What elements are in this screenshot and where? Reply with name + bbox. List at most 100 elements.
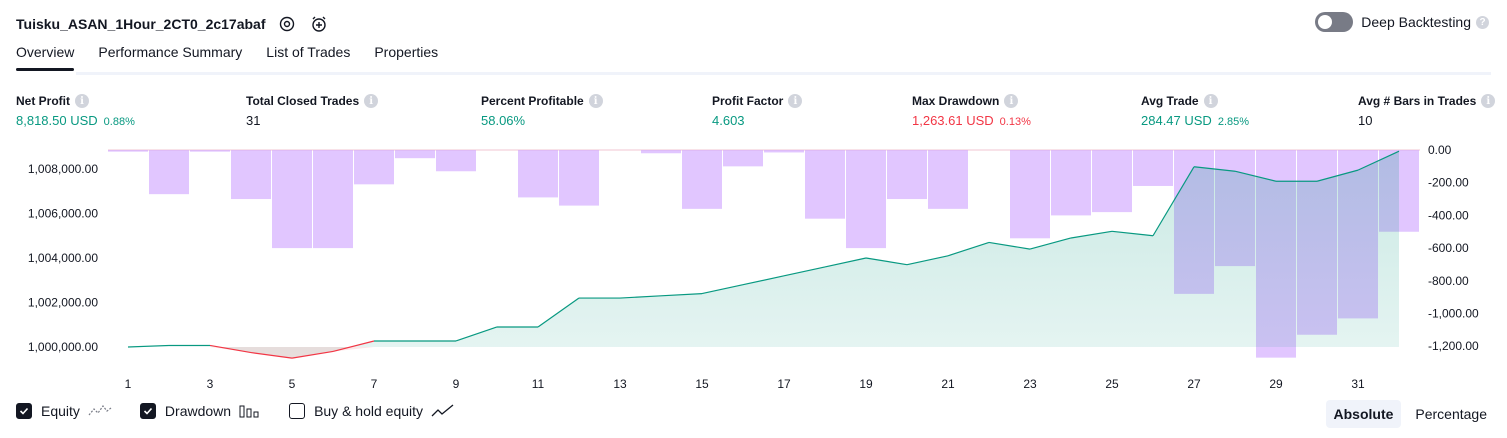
info-icon[interactable]: i: [364, 94, 379, 108]
metric-label: Max Drawdown: [912, 94, 1000, 108]
info-icon[interactable]: i: [788, 94, 803, 108]
equity-label: Equity: [41, 403, 80, 419]
equity-line-segment: [455, 326, 498, 342]
drawdown-bar: [764, 150, 804, 153]
strategy-header: Tuisku_ASAN_1Hour_2CT0_2c17abaf: [16, 12, 330, 36]
left-tick-label: 1,004,000.00: [28, 251, 98, 265]
drawdown-bar: [149, 150, 189, 195]
metric-profit-factor: Profit Factor i 4.603: [712, 93, 803, 128]
buy-hold-toggle[interactable]: Buy & hold equity: [289, 403, 455, 419]
equity-line-segment: [250, 351, 293, 359]
equity-line-segment: [1193, 166, 1236, 172]
x-tick-label: 29: [1269, 377, 1283, 391]
equity-line-segment: [1234, 170, 1277, 182]
equity-line-segment: [947, 241, 990, 257]
metric-net-profit: Net Profit i 8,818.50 USD 0.88%: [16, 93, 135, 128]
drawdown-bar: [887, 150, 927, 200]
equity-line-segment: [1152, 166, 1195, 237]
drawdown-bar: [518, 150, 558, 198]
checkbox-checked-icon[interactable]: [139, 403, 156, 419]
info-icon[interactable]: i: [1481, 94, 1496, 108]
equity-line-segment: [209, 344, 252, 354]
drawdown-bar: [723, 150, 763, 167]
metric-avg-trade: Avg Trade i 284.47 USD 2.85%: [1141, 93, 1249, 128]
drawdown-bar: [559, 150, 599, 206]
drawdown-bar: [108, 150, 148, 152]
metric-value: 4.603: [712, 113, 745, 128]
x-tick-label: 15: [695, 377, 709, 391]
tab-properties[interactable]: Properties: [374, 44, 439, 60]
drawdown-bar: [846, 150, 886, 249]
info-icon[interactable]: i: [588, 94, 603, 108]
equity-line-segment: [988, 241, 1031, 250]
equity-drawdown-chart[interactable]: 1,000,000.00 1,002,000.00 1,004,000.00 1,00…: [0, 140, 1507, 400]
buy-hold-line-icon: [431, 404, 455, 418]
info-icon[interactable]: i: [1004, 94, 1019, 108]
x-axis: 1 3 5 7 9 11 13 15 17 19 21 23 25 27 29 31: [125, 377, 1365, 391]
equity-line-segment: [660, 293, 703, 297]
x-tick-label: 17: [777, 377, 791, 391]
equity-toggle[interactable]: Equity: [16, 403, 112, 419]
x-tick-label: 1: [125, 377, 132, 391]
mode-percentage[interactable]: Percentage: [1415, 406, 1487, 422]
equity-line-segment: [1316, 169, 1359, 182]
x-tick-label: 23: [1023, 377, 1037, 391]
tab-overview[interactable]: Overview: [16, 44, 75, 71]
equity-area: [127, 150, 1400, 359]
drawdown-bar: [805, 150, 845, 219]
metric-label: Avg # Bars in Trades: [1358, 94, 1477, 108]
deep-backtesting: Deep Backtesting ?: [1315, 12, 1489, 32]
drawdown-bar: [313, 150, 353, 249]
right-tick-label: -1,000.00: [1428, 307, 1479, 321]
equity-line-segment: [332, 340, 375, 353]
metric-percent: 2.85%: [1217, 116, 1250, 128]
checkbox-checked-icon[interactable]: [16, 403, 32, 419]
equity-line-segment: [537, 297, 580, 328]
x-tick-label: 11: [532, 377, 545, 391]
drawdown-bar: [928, 150, 968, 209]
metric-value: 284.47 USD: [1141, 113, 1212, 128]
metric-value: 31: [246, 113, 261, 128]
equity-line-segment: [783, 266, 826, 277]
drawdown-bar: [1051, 150, 1091, 216]
equity-line-segment: [906, 255, 949, 266]
checkbox-unchecked-icon[interactable]: [289, 403, 306, 419]
drawdown-bar: [1133, 150, 1173, 186]
metric-value: 8,818.50 USD: [16, 113, 98, 128]
drawdown-label: Drawdown: [164, 403, 232, 419]
tab-divider: [76, 72, 1491, 75]
x-tick-label: 3: [207, 377, 214, 391]
right-tick-label: -800.00: [1428, 274, 1469, 288]
deep-backtesting-toggle[interactable]: [1315, 12, 1354, 32]
add-alert-icon[interactable]: [308, 13, 330, 35]
help-icon[interactable]: ?: [1476, 15, 1489, 29]
equity-line-segment: [1029, 237, 1072, 250]
metric-label: Avg Trade: [1141, 94, 1199, 108]
drawdown-bar: [1010, 150, 1050, 239]
right-tick-label: -400.00: [1428, 208, 1469, 222]
left-tick-label: 1,008,000.00: [28, 162, 98, 176]
info-icon[interactable]: i: [75, 94, 89, 108]
metric-avg-bars-in-trades: Avg # Bars in Trades i 10: [1358, 93, 1496, 128]
metric-total-closed-trades: Total Closed Trades i 31: [246, 93, 379, 128]
drawdown-bar: [231, 150, 271, 200]
equity-fill: [128, 151, 1399, 359]
tab-list-of-trades[interactable]: List of Trades: [266, 44, 351, 60]
metric-value: 1,263.61 USD: [912, 113, 994, 128]
tab-performance-summary[interactable]: Performance Summary: [98, 44, 243, 60]
metric-percent: 0.13%: [999, 116, 1031, 128]
metric-value: 10: [1358, 113, 1373, 128]
drawdown-bar: [436, 150, 476, 172]
drawdown-toggle[interactable]: Drawdown: [139, 403, 261, 419]
x-tick-label: 27: [1187, 377, 1201, 391]
buy-hold-label: Buy & hold equity: [314, 403, 424, 419]
equity-line-segment: [742, 275, 785, 286]
left-y-axis: 1,000,000.00 1,002,000.00 1,004,000.00 1,00…: [28, 162, 98, 354]
drawdown-bar: [1092, 150, 1132, 213]
mode-absolute[interactable]: Absolute: [1325, 400, 1402, 428]
settings-icon[interactable]: [276, 13, 298, 35]
drawdown-bar: [272, 150, 312, 249]
info-icon[interactable]: i: [1203, 94, 1218, 108]
metric-percent-profitable: Percent Profitable i 58.06%: [481, 93, 603, 128]
metric-value: 58.06%: [481, 113, 526, 128]
